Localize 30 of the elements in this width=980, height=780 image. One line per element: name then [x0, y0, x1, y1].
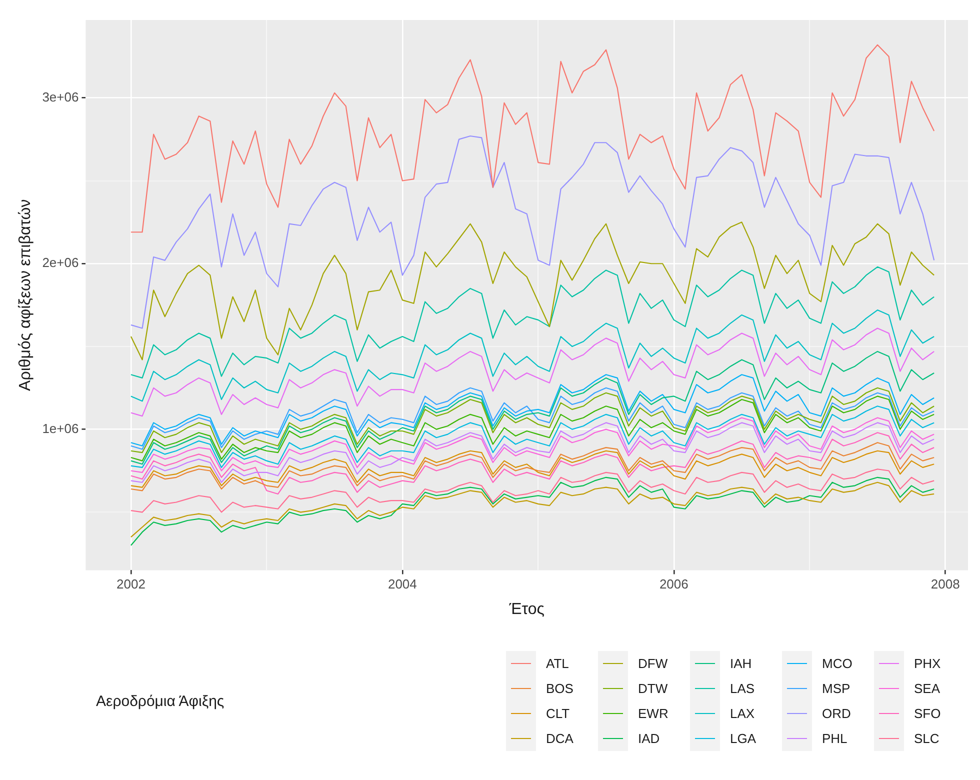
- legend-label: LGA: [730, 731, 756, 746]
- y-tick-label: 1e+06: [42, 420, 79, 436]
- legend-label: BOS: [546, 681, 574, 696]
- x-tick-label: 2004: [388, 576, 417, 592]
- legend-label: EWR: [638, 706, 668, 721]
- legend-label: SEA: [914, 681, 940, 696]
- x-tick-label: 2006: [659, 576, 688, 592]
- legend-label: SLC: [914, 731, 940, 746]
- legend-label: DTW: [638, 681, 668, 696]
- legend-label: LAS: [730, 681, 755, 696]
- legend-label: MCO: [822, 656, 852, 671]
- legend-label: LAX: [730, 706, 755, 721]
- legend-title: Αεροδρόμια Άφιξης: [95, 692, 224, 710]
- legend-label: ATL: [546, 656, 569, 671]
- x-tick-label: 2002: [116, 576, 146, 592]
- x-tick-label: 2008: [930, 576, 960, 592]
- y-tick-label: 2e+06: [42, 255, 79, 270]
- legend-label: SFO: [914, 706, 941, 721]
- legend-label: ORD: [822, 706, 851, 721]
- legend-label: IAD: [638, 731, 660, 746]
- y-axis-title: Αριθμός αφίξεων επιβατών: [17, 199, 34, 391]
- legend-label: CLT: [546, 706, 570, 721]
- y-tick-label: 3e+06: [42, 89, 79, 104]
- x-axis-title: Έτος: [508, 600, 545, 618]
- legend-label: DCA: [546, 731, 574, 746]
- legend-label: IAH: [730, 656, 752, 671]
- legend-label: DFW: [638, 656, 668, 671]
- legend-label: PHX: [914, 656, 941, 671]
- legend-label: MSP: [822, 681, 850, 696]
- legend-label: PHL: [822, 731, 848, 746]
